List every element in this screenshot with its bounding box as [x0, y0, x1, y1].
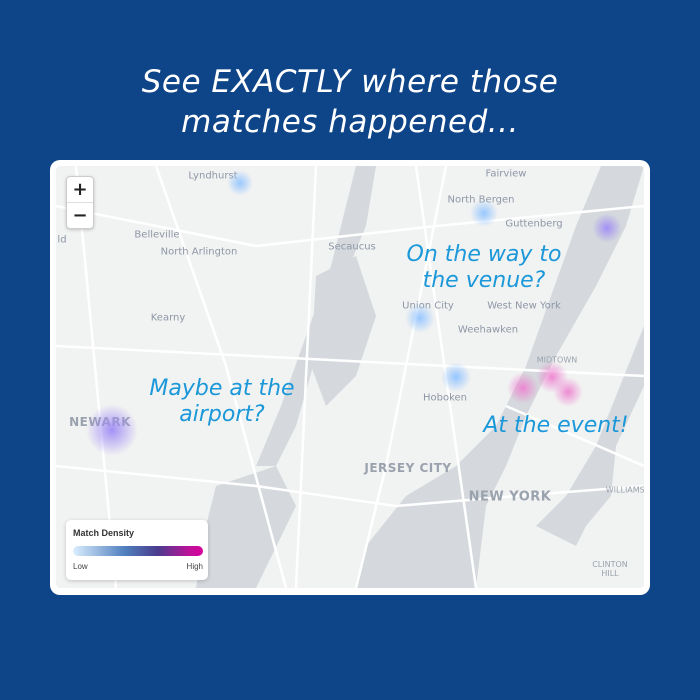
label-north-arlington: North Arlington	[160, 246, 238, 258]
heat-spot	[86, 404, 138, 456]
label-west-new-york: West New York	[487, 300, 561, 312]
label-hoboken: Hoboken	[422, 392, 468, 404]
heat-spot	[227, 170, 253, 196]
zoom-in-button[interactable]: +	[72, 179, 88, 200]
legend-high-label: High	[186, 562, 203, 571]
label-new-york: NEW YORK	[468, 489, 552, 505]
annotation-venue: On the way to the venue?	[406, 242, 562, 293]
label-belleville: Belleville	[134, 229, 180, 241]
label-weehawken: Weehawken	[457, 324, 519, 336]
heat-spot	[553, 377, 583, 407]
legend-gradient-bar	[73, 546, 203, 556]
headline-line-2: matches happened...	[181, 104, 519, 140]
headline-line-1: See EXACTLY where those	[141, 64, 559, 100]
map[interactable]: Lyndhurst Fairview North Bergen ld Belle…	[56, 166, 644, 588]
water	[196, 166, 644, 588]
east-river	[536, 326, 644, 546]
legend-title: Match Density	[73, 528, 135, 538]
map-card: Lyndhurst Fairview North Bergen ld Belle…	[50, 160, 650, 595]
label-fairview: Fairview	[485, 168, 527, 180]
heat-spot	[405, 303, 435, 333]
legend-low-label: Low	[73, 562, 88, 571]
newark-bay	[196, 466, 296, 588]
zoom-out-button[interactable]: −	[67, 202, 93, 228]
heat-spot	[470, 199, 498, 227]
label-guttenberg: Guttenberg	[505, 218, 563, 230]
annotation-event: At the event!	[483, 413, 629, 438]
label-midtown: MIDTOWN	[536, 355, 578, 365]
label-lyndhurst: Lyndhurst	[188, 170, 238, 182]
heat-spot	[592, 213, 622, 243]
headline: See EXACTLY where those matches happened…	[0, 62, 700, 142]
zoom-control: + −	[66, 176, 94, 229]
heat-spot	[507, 372, 539, 404]
heat-spot	[441, 362, 471, 392]
label-clinton-hill: CLINTON HILL	[592, 560, 628, 578]
hudson-river	[356, 166, 644, 588]
label-kearny: Kearny	[150, 312, 186, 324]
label-ld: ld	[57, 234, 67, 246]
annotation-airport: Maybe at the airport?	[149, 376, 295, 427]
legend: Match Density Low High	[66, 520, 208, 580]
label-williamsburg: WILLIAMSB	[605, 485, 644, 495]
label-jersey-city: JERSEY CITY	[364, 461, 452, 475]
label-secaucus: Secaucus	[328, 241, 376, 253]
meadowlands	[311, 256, 376, 406]
